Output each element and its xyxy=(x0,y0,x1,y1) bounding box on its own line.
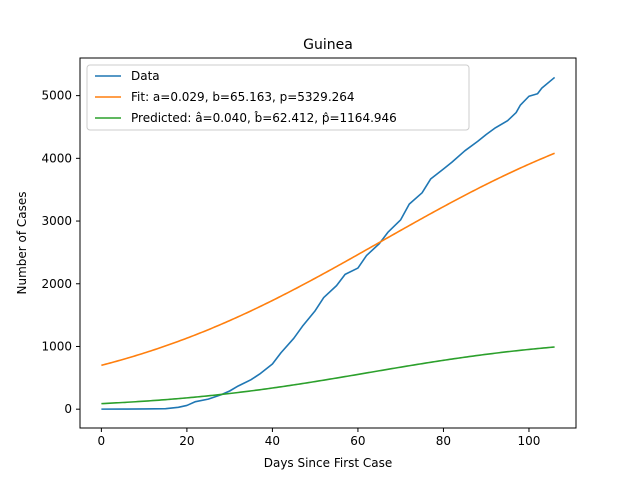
x-tick-label-4: 80 xyxy=(436,434,451,448)
y-tick-label-0: 0 xyxy=(64,402,72,416)
legend-label-0: Data xyxy=(131,69,160,83)
series-line-2 xyxy=(101,346,555,405)
x-tick-label-2: 40 xyxy=(265,434,280,448)
legend-label-2: Predicted: â=0.040, b̂=62.412, p̂=1164.9… xyxy=(131,111,397,125)
x-tick-label-1: 20 xyxy=(179,434,194,448)
plot-series-group xyxy=(101,76,556,410)
plot-frame xyxy=(79,57,577,429)
chart-title: Guinea xyxy=(303,37,353,53)
x-axis-label: Days Since First Case xyxy=(264,456,393,470)
legend-box xyxy=(86,64,470,131)
y-tick-label-3: 3000 xyxy=(41,214,72,228)
x-tick-label-3: 60 xyxy=(350,434,365,448)
x-tick-label-5: 100 xyxy=(518,434,541,448)
series-line-1 xyxy=(101,152,555,367)
y-axis-label: Number of Cases xyxy=(15,191,29,294)
series-line-0 xyxy=(101,76,556,410)
legend: Data Fit: a=0.029, b=65.163, p=5329.264 Pr… xyxy=(86,64,470,131)
y-tick-label-2: 2000 xyxy=(41,277,72,291)
y-tick-label-4: 4000 xyxy=(41,151,72,165)
y-tick-label-1: 1000 xyxy=(41,339,72,353)
x-tick-label-0: 0 xyxy=(98,434,106,448)
legend-label-1: Fit: a=0.029, b=65.163, p=5329.264 xyxy=(131,90,355,104)
y-tick-label-5: 5000 xyxy=(41,89,72,103)
